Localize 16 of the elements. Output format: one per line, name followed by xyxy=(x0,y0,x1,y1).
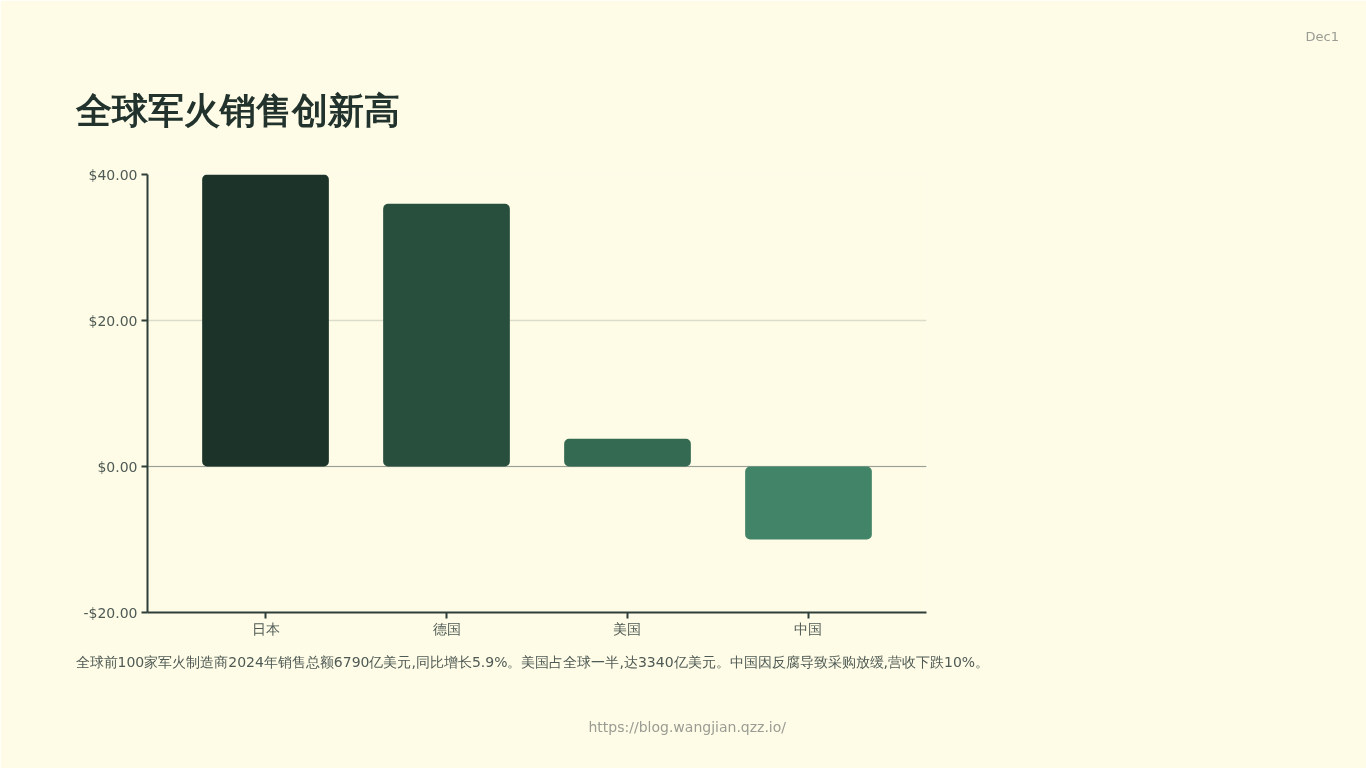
chart-title: 全球军火销售创新高 xyxy=(74,89,400,131)
y-tick-label: $0.00 xyxy=(97,458,138,475)
x-tick-label: 德国 xyxy=(432,620,461,637)
bar xyxy=(383,203,510,467)
x-tick-label: 中国 xyxy=(794,620,823,637)
x-tick-label: 美国 xyxy=(613,620,642,637)
bar xyxy=(564,438,691,467)
y-tick-label: -$20.00 xyxy=(83,604,138,621)
y-tick-label: $40.00 xyxy=(88,166,138,183)
text: Dec1 xyxy=(1305,28,1339,44)
text: 全球前100家军火制造商2024年销售总额6790亿美元,同比增长5.9%。美国占全球一半,达3340亿美元。中国因反腐导致采购放缓,营收下跌10%。 xyxy=(75,654,990,670)
text: https://blog.wangjian.qzz.io/ xyxy=(588,718,787,735)
y-tick-label: $20.00 xyxy=(88,312,138,329)
bar xyxy=(745,466,872,540)
x-tick-label: 日本 xyxy=(251,620,280,637)
bar xyxy=(202,174,329,467)
